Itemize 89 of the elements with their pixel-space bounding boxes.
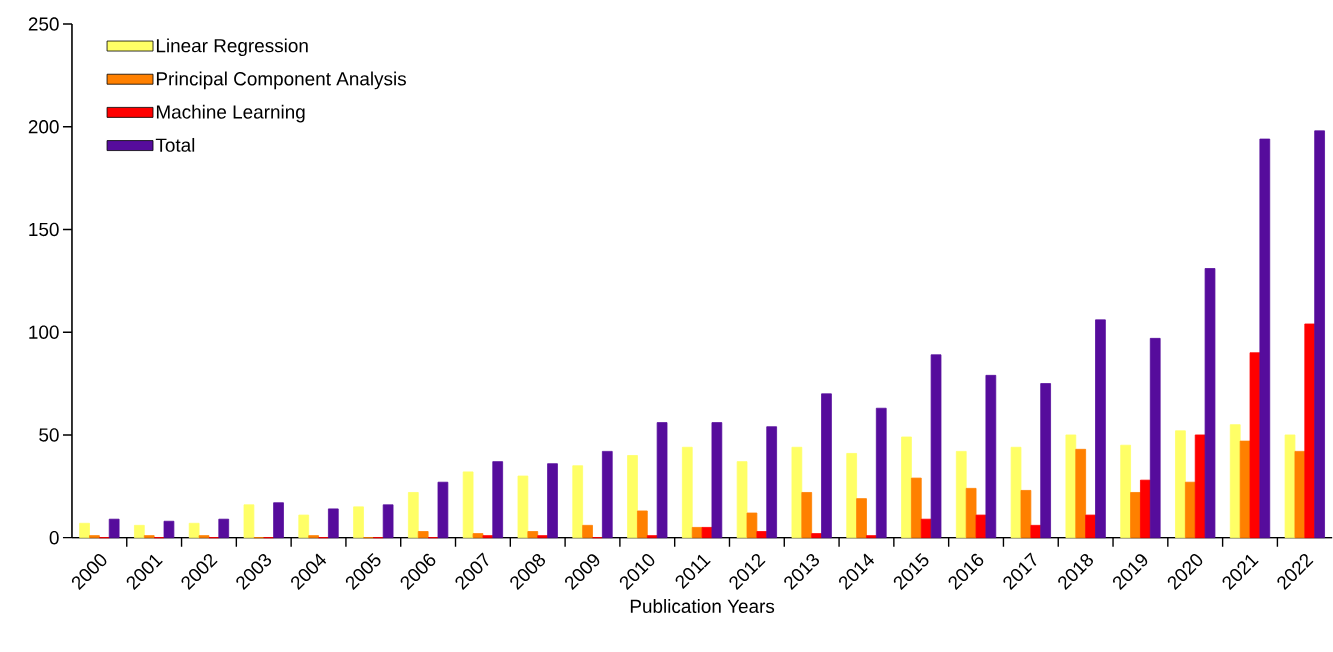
bar <box>273 502 284 539</box>
bar <box>1030 525 1042 539</box>
bar <box>911 477 922 539</box>
bar <box>746 512 758 539</box>
bar <box>701 527 713 539</box>
bar <box>163 521 175 539</box>
bar <box>79 523 90 539</box>
bar <box>1040 383 1051 539</box>
bar <box>811 533 822 539</box>
bar <box>218 518 230 539</box>
bar <box>846 453 857 539</box>
bar <box>482 535 494 539</box>
bar <box>1085 514 1096 539</box>
bar <box>243 504 255 539</box>
bar <box>437 481 449 539</box>
bar <box>407 492 419 539</box>
bar <box>627 455 638 539</box>
bar <box>875 408 887 539</box>
bar <box>547 463 558 539</box>
bar <box>711 422 723 539</box>
bar <box>572 465 584 539</box>
y-tick-label: 50 <box>39 428 59 442</box>
y-tick-label: 200 <box>28 120 59 134</box>
bar <box>1010 447 1022 539</box>
bar <box>1075 449 1087 539</box>
bar <box>492 461 504 539</box>
bar <box>308 535 319 539</box>
legend-label: Principal Component Analysis <box>156 71 406 90</box>
bar <box>582 525 593 539</box>
bar <box>1204 268 1216 539</box>
bar <box>353 506 364 539</box>
bar <box>188 523 200 539</box>
bar <box>1284 434 1296 539</box>
bar <box>965 488 977 539</box>
x-axis-title: Publication Years <box>630 599 775 614</box>
bar <box>134 525 145 539</box>
bar <box>791 447 803 539</box>
bar <box>1120 445 1131 539</box>
bar <box>198 535 210 539</box>
bar <box>143 535 155 539</box>
legend-label: Total <box>155 138 195 153</box>
bar <box>382 504 394 539</box>
bar <box>901 436 912 539</box>
y-tick-label: 250 <box>28 17 59 31</box>
bar <box>821 393 832 539</box>
bar <box>866 535 877 539</box>
bar <box>656 422 668 539</box>
bar <box>766 426 777 539</box>
y-tick-label: 150 <box>29 222 59 237</box>
bar <box>955 451 967 539</box>
bar <box>1020 490 1032 539</box>
bar <box>1294 451 1306 539</box>
bar <box>756 531 768 539</box>
bar <box>1149 338 1161 539</box>
bar <box>1175 430 1186 539</box>
y-tick-label: 0 <box>49 531 59 545</box>
bar <box>801 492 813 539</box>
bar <box>328 508 339 539</box>
bar <box>681 447 693 539</box>
bar <box>89 535 100 539</box>
bar <box>1095 319 1106 539</box>
bar <box>856 498 867 539</box>
bar <box>537 535 548 539</box>
bar <box>601 451 613 539</box>
bar <box>1229 424 1241 539</box>
bar <box>462 471 474 539</box>
bar <box>108 518 120 539</box>
bar <box>298 514 310 539</box>
bar <box>472 533 484 539</box>
bar <box>637 510 648 539</box>
bar <box>985 375 997 539</box>
bar <box>1130 492 1141 539</box>
bar <box>1249 352 1261 539</box>
bar <box>1184 481 1196 539</box>
legend-label: Machine Learning <box>156 104 305 123</box>
bar <box>736 461 748 539</box>
bar <box>975 514 987 539</box>
bar <box>527 531 539 539</box>
legend-label: Linear Regression <box>156 38 308 57</box>
y-tick-label: 100 <box>29 325 59 340</box>
bar <box>417 531 429 539</box>
bar <box>517 475 529 539</box>
bar <box>1140 479 1151 539</box>
bar <box>1259 138 1271 539</box>
bar <box>1304 323 1316 539</box>
bar <box>646 535 658 539</box>
bar <box>930 354 942 539</box>
bar <box>1314 130 1325 539</box>
bar <box>1065 434 1077 539</box>
